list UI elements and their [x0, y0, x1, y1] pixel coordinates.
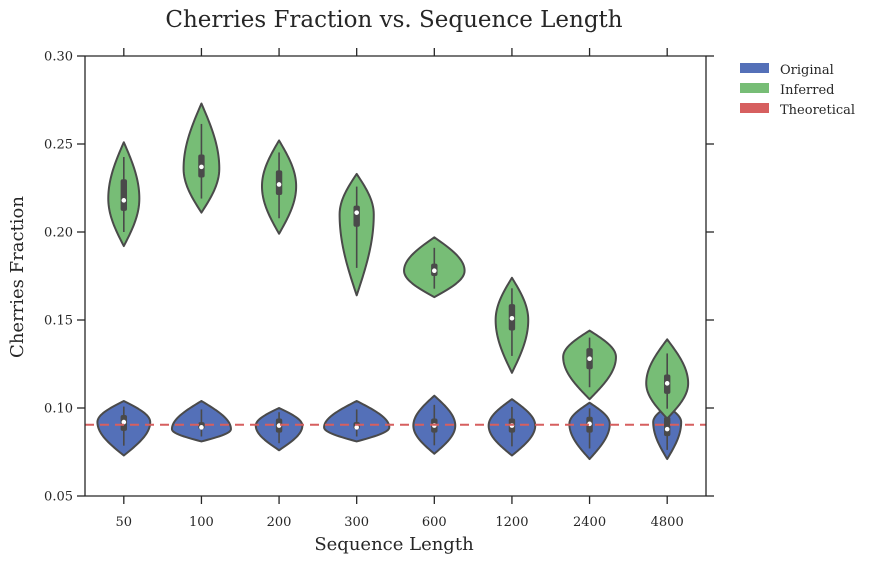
violin-median-dot-inferred-1200: [509, 315, 515, 321]
violin-iqr-box-inferred-300: [353, 205, 360, 227]
violin-inferred-100: [182, 102, 221, 214]
violin-median-dot-inferred-4800: [664, 381, 670, 386]
y-tick-label: 0.30: [44, 50, 73, 65]
y-tick-label: 0.10: [44, 402, 73, 417]
violin-original-200: [254, 407, 304, 452]
violin-original-2400: [568, 401, 611, 461]
y-tick-label: 0.05: [44, 490, 73, 505]
x-tick-label: 2400: [573, 515, 606, 530]
violin-inferred-300: [338, 172, 375, 297]
violin-median-dot-original-50: [121, 419, 127, 425]
violin-inferred-2400: [562, 329, 617, 401]
violin-median-dot-inferred-200: [276, 182, 282, 187]
legend: Original Inferred Theoretical: [740, 63, 855, 118]
violin-median-dot-inferred-300: [354, 210, 359, 215]
violin-median-dot-inferred-600: [432, 268, 437, 274]
chart-title: Cherries Fraction vs. Sequence Length: [165, 7, 622, 33]
y-tick-label: 0.25: [44, 138, 73, 153]
violin-median-dot-inferred-50: [121, 198, 127, 203]
violin-inferred-200: [260, 139, 298, 235]
violin-median-dot-inferred-2400: [587, 356, 592, 362]
violin-iqr-box-original-4800: [663, 416, 671, 437]
x-tick-label: 200: [267, 515, 292, 530]
x-axis-label: Sequence Length: [314, 534, 474, 555]
violin-inferred-50: [107, 141, 141, 248]
violin-inferred-1200: [494, 276, 530, 374]
violin-median-dot-inferred-100: [199, 164, 204, 170]
violin-original-300: [323, 399, 391, 443]
legend-swatch-inferred: [740, 83, 769, 93]
legend-label-original: Original: [780, 63, 834, 78]
violin-original-1200: [487, 398, 537, 457]
x-tick-label: 100: [189, 515, 214, 530]
violin-median-dot-original-300: [354, 425, 359, 430]
violin-iqr-box-inferred-50: [120, 179, 128, 211]
violin-median-dot-original-100: [199, 425, 204, 430]
violin-original-100: [170, 399, 232, 443]
x-tick-label: 4800: [651, 515, 684, 530]
y-tick-label: 0.15: [44, 314, 73, 329]
violin-inferred-600: [403, 236, 466, 299]
x-tick-label: 50: [116, 515, 133, 530]
legend-swatch-theoretical: [740, 103, 769, 113]
legend-label-theoretical: Theoretical: [780, 103, 855, 118]
y-tick-label: 0.20: [44, 226, 73, 241]
legend-label-inferred: Inferred: [780, 83, 834, 98]
legend-swatch-original: [740, 63, 769, 73]
x-tick-label: 600: [422, 515, 447, 530]
violin-original-50: [96, 399, 152, 457]
y-axis-label: Cherries Fraction: [7, 196, 28, 358]
violin-inferred-4800: [645, 338, 690, 420]
x-tick-label: 300: [344, 515, 369, 530]
x-tick-label: 1200: [495, 515, 528, 530]
violin-median-dot-original-4800: [664, 426, 670, 432]
